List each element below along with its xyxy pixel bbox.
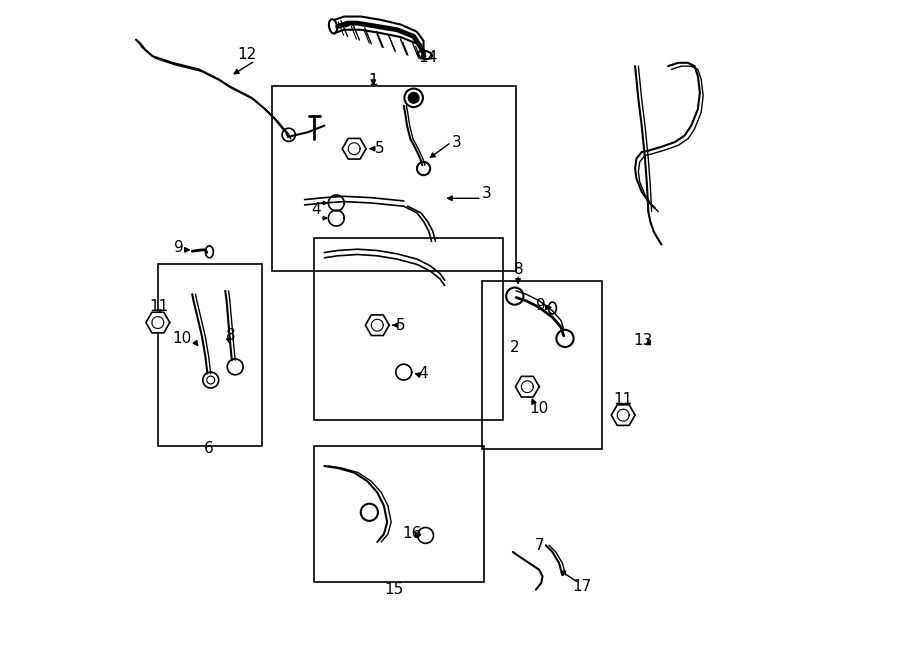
Polygon shape [146,312,170,333]
Text: 6: 6 [204,441,213,455]
Polygon shape [611,405,635,426]
Text: 1: 1 [368,73,378,88]
Text: 16: 16 [402,526,421,541]
Text: 15: 15 [384,582,403,597]
Text: 14: 14 [418,50,437,65]
Text: 3: 3 [482,186,492,200]
Polygon shape [516,376,539,397]
Text: 9: 9 [174,241,184,255]
Text: 9: 9 [536,298,546,313]
Text: 11: 11 [614,393,633,407]
Text: 8: 8 [514,262,524,277]
Text: 3: 3 [452,135,462,149]
Text: 10: 10 [173,331,192,346]
Polygon shape [342,138,366,159]
Text: 12: 12 [238,47,256,61]
Polygon shape [365,315,389,336]
Text: 4: 4 [311,202,321,217]
Text: 11: 11 [149,299,169,313]
Text: 8: 8 [226,329,236,343]
Circle shape [409,93,419,103]
Text: 4: 4 [418,366,428,381]
Text: 5: 5 [396,318,405,332]
Text: 13: 13 [634,333,652,348]
Text: 10: 10 [529,401,549,416]
Text: 5: 5 [374,141,384,156]
Text: 2: 2 [510,340,519,354]
Text: 17: 17 [572,580,592,594]
Text: 7: 7 [535,538,544,553]
